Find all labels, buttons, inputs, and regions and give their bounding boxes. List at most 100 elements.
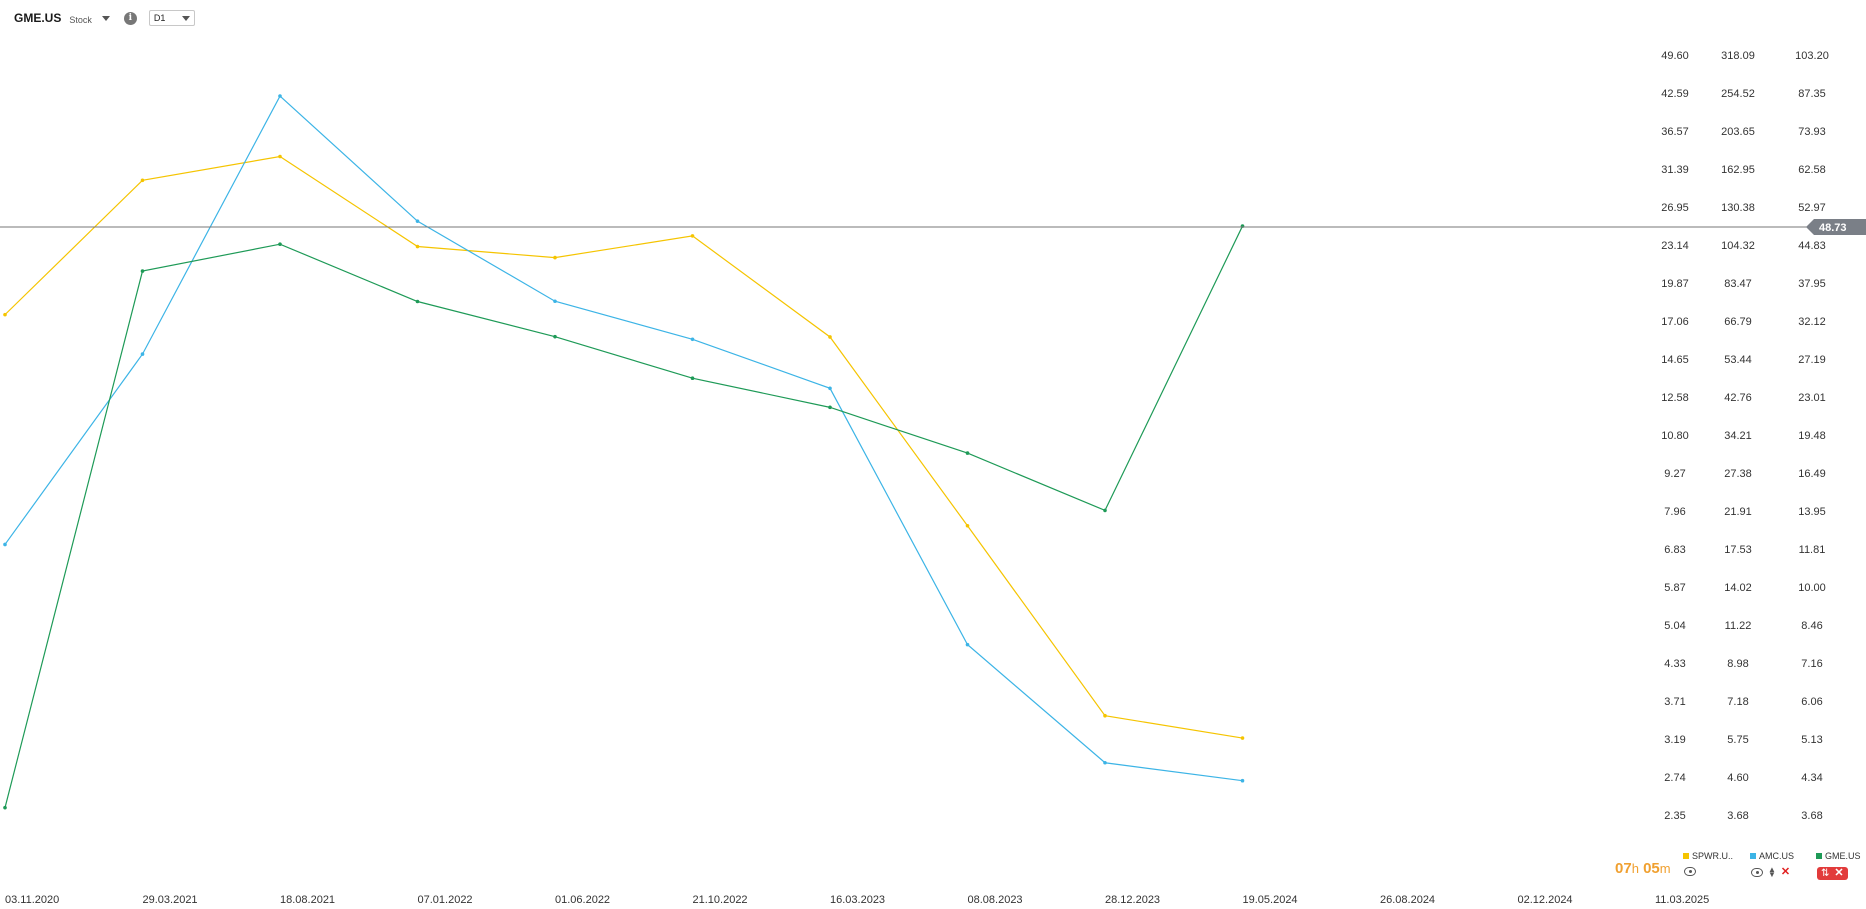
- y-tick-label: 4.33: [1664, 658, 1685, 670]
- y-tick-label: 254.52: [1721, 88, 1755, 100]
- data-point: [1240, 778, 1245, 783]
- data-point: [3, 542, 7, 547]
- timer-h-unit: h: [1631, 861, 1639, 876]
- x-tick-label: 03.11.2020: [5, 894, 59, 906]
- main-series-controls[interactable]: ⇅ ✕: [1817, 867, 1848, 880]
- timeframe-select[interactable]: D1: [148, 10, 195, 26]
- y-tick-label: 12.58: [1661, 392, 1689, 404]
- y-tick-label: 16.49: [1798, 468, 1826, 480]
- data-point: [553, 334, 557, 339]
- data-point: [965, 642, 970, 647]
- data-point: [140, 269, 145, 273]
- candle-type-icon[interactable]: ⇅: [1821, 868, 1830, 879]
- y-tick-label: 3.68: [1801, 810, 1822, 822]
- y-tick-label: 17.53: [1724, 544, 1752, 556]
- y-tick-label: 3.68: [1727, 810, 1748, 822]
- y-tick-label: 44.83: [1798, 240, 1826, 252]
- x-tick-label: 29.03.2021: [143, 894, 198, 906]
- instrument-type-label: Stock: [69, 14, 92, 25]
- series-spwr-us: [3, 154, 1245, 740]
- y-tick-label: 130.38: [1721, 202, 1755, 214]
- swatch-amc: [1750, 853, 1756, 859]
- series-layer: [3, 94, 1245, 810]
- data-point: [1103, 760, 1107, 765]
- legend-label-amc: AMC.US: [1759, 851, 1795, 861]
- data-point: [278, 242, 282, 247]
- eye-icon[interactable]: [1684, 867, 1696, 876]
- y-axes: 49.60 42.59 36.57 31.39 26.95 23.14 19.87 17.06…: [1661, 50, 1829, 822]
- data-point: [690, 337, 695, 342]
- x-tick-label: 21.10.2022: [693, 894, 748, 906]
- series-line: [4, 155, 1243, 739]
- y-tick-label: 14.02: [1724, 582, 1752, 594]
- candle-timer: 07h 05m: [1615, 860, 1671, 877]
- data-point: [278, 94, 282, 98]
- symbol-label[interactable]: GME.US: [14, 11, 62, 25]
- y-tick-label: 37.95: [1798, 278, 1826, 290]
- y-tick-label: 8.98: [1727, 658, 1748, 670]
- data-point: [690, 376, 695, 381]
- x-tick-label: 11.03.2025: [1655, 894, 1709, 906]
- x-tick-label: 19.05.2024: [1243, 894, 1298, 906]
- y-tick-label: 7.96: [1664, 506, 1685, 518]
- x-tick-label: 07.01.2022: [418, 894, 473, 906]
- legend-amc: AMC.US ▲ ▼ ✕: [1750, 851, 1802, 879]
- eye-icon[interactable]: [1751, 867, 1763, 877]
- y-tick-label: 5.75: [1727, 734, 1748, 746]
- timer-hours: 07: [1615, 860, 1632, 877]
- timer-minutes: 05: [1643, 860, 1660, 877]
- chart-toolbar: GME.US Stock i D1: [14, 8, 195, 28]
- y-tick-label: 318.09: [1721, 50, 1755, 62]
- legend-label-spwr: SPWR.U..: [1692, 851, 1734, 861]
- close-icon[interactable]: ✕: [1834, 867, 1844, 879]
- symbol-dropdown-icon[interactable]: [101, 15, 110, 21]
- data-point: [278, 154, 282, 159]
- series-line: [4, 95, 1243, 782]
- y-tick-label: 17.06: [1661, 316, 1689, 328]
- y-tick-label: 62.58: [1798, 164, 1826, 176]
- chevron-down-icon: [181, 15, 190, 21]
- timer-m-unit: m: [1659, 861, 1671, 876]
- move-updown-icon[interactable]: ▲ ▼: [1768, 865, 1776, 879]
- y-tick-label: 83.47: [1724, 278, 1752, 290]
- y-tick-label: 11.22: [1725, 620, 1752, 632]
- y-tick-label: 162.95: [1721, 164, 1755, 176]
- y-tick-label: 5.87: [1664, 582, 1685, 594]
- series-line: [4, 225, 1244, 808]
- y-tick-label: 49.60: [1661, 50, 1689, 62]
- data-point: [140, 178, 145, 183]
- y-tick-label: 104.32: [1721, 240, 1755, 252]
- legend-gme: GME.US ⇅ ✕: [1816, 851, 1866, 880]
- y-tick-label: 11.81: [1799, 544, 1826, 556]
- y-tick-label: 13.95: [1798, 506, 1826, 518]
- y-tick-label: 87.35: [1798, 88, 1826, 100]
- y-tick-label: 5.13: [1801, 734, 1822, 746]
- y-tick-label: 8.46: [1801, 620, 1822, 632]
- y-tick-label: 4.60: [1727, 772, 1748, 784]
- timeframe-value: D1: [153, 13, 166, 23]
- data-point: [690, 234, 695, 238]
- y-tick-label: 10.80: [1661, 430, 1689, 442]
- info-icon[interactable]: i: [123, 11, 137, 25]
- x-tick-label: 08.08.2023: [968, 894, 1023, 906]
- close-icon[interactable]: ✕: [1780, 866, 1791, 878]
- y-tick-label: 10.00: [1798, 582, 1826, 594]
- y-tick-label: 6.83: [1664, 544, 1685, 556]
- x-tick-label: 18.08.2021: [280, 894, 335, 906]
- x-tick-label: 16.03.2023: [830, 894, 885, 906]
- x-tick-label: 26.08.2024: [1380, 894, 1435, 906]
- y-tick-label: 4.34: [1801, 772, 1822, 784]
- y-tick-label: 7.18: [1727, 696, 1748, 708]
- y-tick-label: 53.44: [1724, 354, 1752, 366]
- y-tick-label: 21.91: [1724, 506, 1752, 518]
- y-tick-label: 27.19: [1798, 354, 1826, 366]
- data-point: [415, 299, 420, 304]
- y-tick-label: 19.87: [1661, 278, 1689, 290]
- x-tick-label: 02.12.2024: [1518, 894, 1573, 906]
- data-point: [553, 299, 557, 304]
- legend-label-gme: GME.US: [1825, 851, 1861, 861]
- swatch-gme: [1816, 853, 1822, 859]
- x-axis: 03.11.2020 29.03.2021 18.08.2021 07.01.2022…: [5, 894, 1709, 906]
- y-tick-label: 103.20: [1795, 50, 1829, 62]
